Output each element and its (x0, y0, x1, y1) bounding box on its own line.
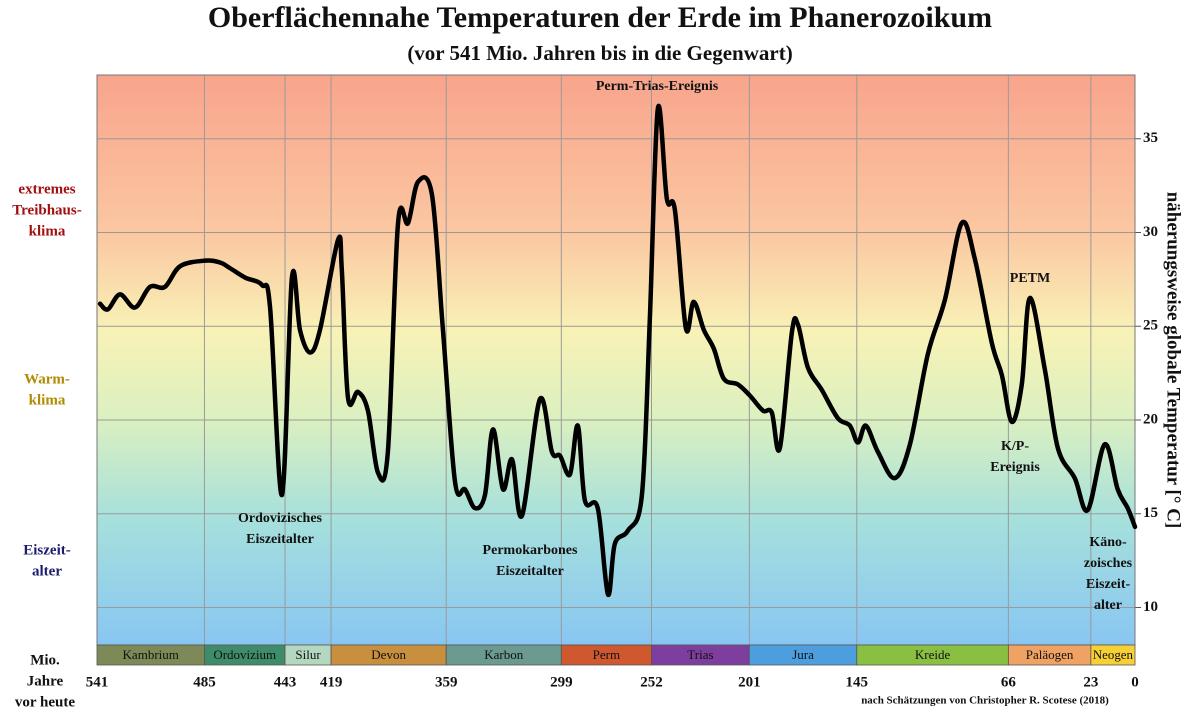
x-tick-label: 359 (435, 674, 458, 690)
climate-label: Treibhaus- (12, 202, 81, 218)
y-tick-label: 20 (1143, 411, 1158, 427)
annotation: Eiszeitalter (246, 532, 314, 547)
x-tick-label: 419 (320, 674, 343, 690)
annotation: Ordovizisches (238, 511, 323, 526)
chart-subtitle: (vor 541 Mio. Jahren bis in die Gegenwar… (407, 41, 792, 65)
climate-label: klima (29, 392, 66, 408)
climate-label: Eiszeit- (23, 542, 70, 558)
x-tick-label: 66 (1001, 674, 1017, 690)
y-axis-label: näherungsweise globale Temperatur [° C] (1163, 192, 1184, 529)
source: nach Schätzungen von Christopher R. Scot… (861, 695, 1109, 707)
period-label: Jura (792, 647, 814, 662)
period-label: Paläogen (1026, 647, 1074, 662)
temperature-line (97, 103, 1138, 597)
y-tick-label: 35 (1143, 130, 1158, 146)
annotation: K/P- (1001, 439, 1029, 454)
x-tick-label: 252 (640, 674, 663, 690)
period-label: Trias (687, 647, 713, 662)
x-tick-label: 0 (1131, 674, 1139, 690)
period-label: Neogen (1093, 647, 1134, 662)
period-label: Karbon (484, 647, 523, 662)
annotation: Eiszeit- (1086, 577, 1131, 592)
x-tick-label: 145 (846, 674, 869, 690)
y-tick-label: 15 (1143, 505, 1158, 521)
climate-label: extremes (18, 181, 75, 197)
y-tick-label: 30 (1143, 224, 1158, 240)
period-label: Kambrium (123, 647, 179, 662)
climate-label: Warm- (24, 371, 70, 387)
annotation: PETM (1010, 271, 1050, 286)
x-tick-label: 299 (550, 674, 573, 690)
x-axis-label: Jahre (27, 673, 64, 689)
period-label: Perm (593, 647, 620, 662)
x-axis-label: Mio. (30, 652, 60, 668)
annotation: Ereignis (990, 460, 1040, 475)
annotation: zoisches (1084, 556, 1133, 571)
annotation: Permokarbones (483, 543, 578, 558)
x-tick-label: 201 (738, 674, 761, 690)
y-tick-label: 10 (1143, 599, 1158, 615)
period-label: Ordovizium (213, 647, 276, 662)
annotation: Käno- (1089, 535, 1127, 550)
period-label: Devon (371, 647, 406, 662)
chart-title: Oberflächennahe Temperaturen der Erde im… (208, 1, 992, 34)
y-tick-label: 25 (1143, 318, 1158, 334)
climate-label: alter (32, 563, 62, 579)
annotation: alter (1094, 598, 1122, 613)
plot-background (97, 75, 1135, 645)
x-tick-label: 541 (86, 674, 109, 690)
period-label: Silur (295, 647, 321, 662)
period-label: Kreide (915, 647, 951, 662)
annotation: Eiszeitalter (496, 564, 564, 579)
x-axis-label: vor heute (15, 694, 75, 710)
x-tick-label: 23 (1083, 674, 1098, 690)
period-band (1090, 644, 1136, 666)
annotation: Perm-Trias-Ereignis (596, 79, 719, 94)
climate-label: klima (29, 223, 66, 239)
x-tick-label: 485 (193, 674, 216, 690)
x-tick-label: 443 (274, 674, 297, 690)
